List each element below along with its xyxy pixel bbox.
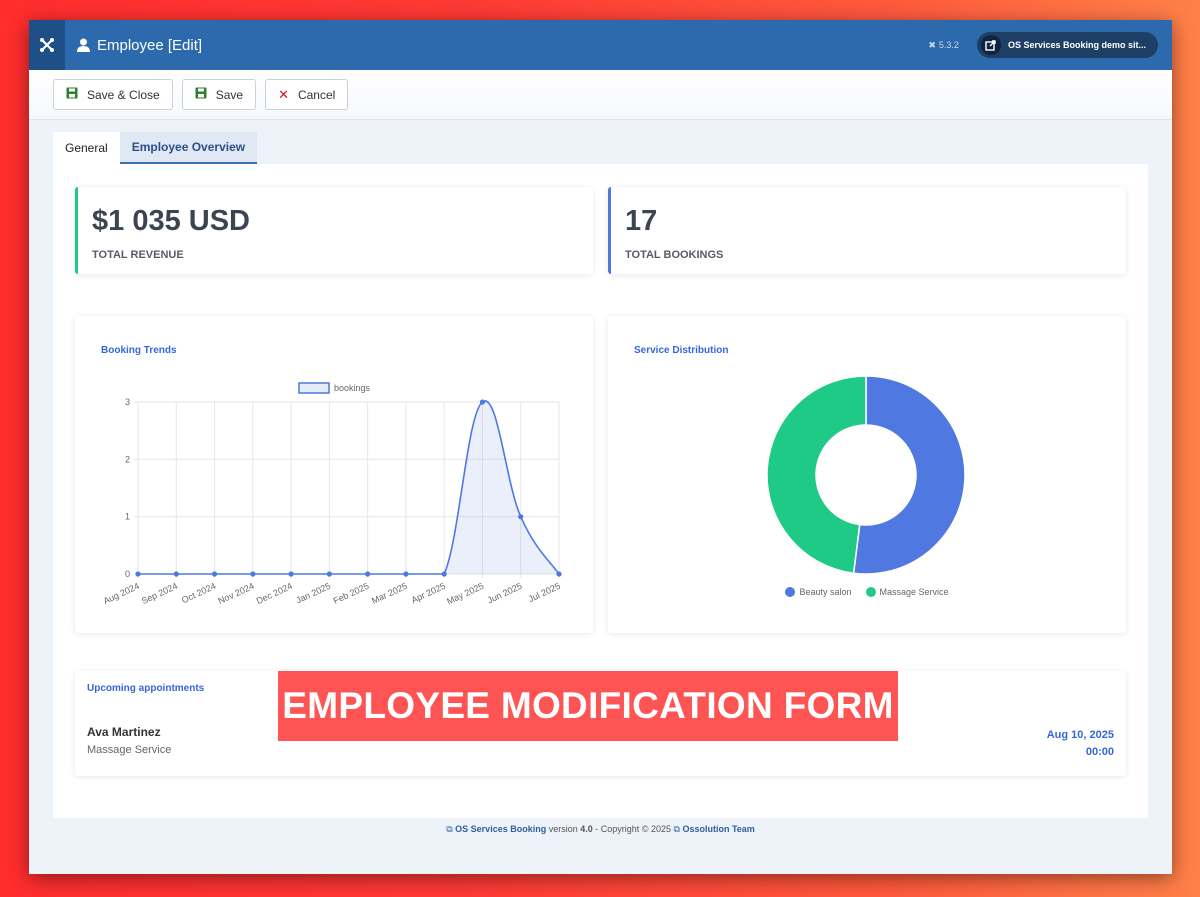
x-tick-label: Aug 2024 <box>102 581 141 606</box>
booking-trends-chart: 0 1 2 3 Aug 2024 Sep 2024 Oct 2024 Nov 2024 Dec … <box>102 382 562 607</box>
save-icon <box>195 87 207 102</box>
external-link-icon: ⧉ <box>673 824 680 834</box>
revenue-card: $1 035 USD TOTAL REVENUE <box>75 187 593 274</box>
bookings-point <box>173 571 179 577</box>
legend-dot <box>785 587 796 597</box>
x-tick-label: May 2025 <box>445 581 485 607</box>
toolbar: Save & Close Save ✕ Cancel <box>29 70 1172 120</box>
legend-swatch <box>298 382 330 394</box>
bookings-point <box>441 571 447 577</box>
save-close-label: Save & Close <box>87 87 160 102</box>
bookings-point <box>288 571 294 577</box>
close-icon: ✕ <box>278 86 289 102</box>
x-tick-label: Mar 2025 <box>370 581 409 606</box>
header-bar: Employee [Edit] ✖ 5.3.2 OS Services Book… <box>29 20 1172 70</box>
x-tick-label: Oct 2024 <box>180 581 217 606</box>
slice-beauty-salon <box>852 375 966 575</box>
x-tick-label: Jun 2025 <box>486 581 524 606</box>
version-label: ✖ 5.3.2 <box>928 40 959 51</box>
legend-item[interactable]: Massage Service <box>865 587 949 597</box>
page-title-text: Employee [Edit] <box>97 36 203 54</box>
appointment-time: 00:00 <box>1085 746 1114 758</box>
save-close-button[interactable]: Save & Close <box>53 79 173 110</box>
team-link[interactable]: Ossolution Team <box>682 824 755 834</box>
revenue-value: $1 035 USD <box>92 205 250 237</box>
x-tick-label: Jan 2025 <box>294 581 332 606</box>
bookings-point <box>556 571 562 577</box>
bookings-point <box>518 514 524 520</box>
version-number: 5.3.2 <box>938 40 959 50</box>
y-tick-label: 2 <box>125 454 130 464</box>
bookings-point <box>211 571 218 577</box>
pie-legend: Beauty salon Massage Service <box>608 587 1126 597</box>
service-distribution-card: Service Distribution Beauty salon Massage… <box>608 316 1126 633</box>
legend-text: Massage Service <box>879 587 949 597</box>
appointment-customer: Ava Martinez <box>87 725 161 739</box>
save-button[interactable]: Save <box>181 79 257 110</box>
bookings-card: 17 TOTAL BOOKINGS <box>608 187 1126 274</box>
user-icon <box>77 38 90 52</box>
service-distribution-chart <box>766 375 966 575</box>
legend-label: bookings <box>334 383 371 393</box>
x-tick-label: Sep 2024 <box>140 581 179 606</box>
save-label: Save <box>215 87 244 102</box>
service-distribution-title: Service Distribution <box>634 345 729 356</box>
appointments-title: Upcoming appointments <box>87 683 205 694</box>
bookings-area <box>138 401 559 574</box>
external-link-icon: ⧉ <box>446 824 453 834</box>
x-tick-label: Nov 2024 <box>217 581 256 606</box>
bookings-point <box>250 571 256 577</box>
copyright-text: - Copyright © 2025 <box>595 824 671 834</box>
site-link-button[interactable]: OS Services Booking demo sit... <box>976 32 1158 58</box>
y-tick-label: 3 <box>125 397 130 407</box>
tab-general[interactable]: General <box>53 132 120 164</box>
product-version: 4.0 <box>580 824 593 834</box>
footer: ⧉ OS Services Booking version 4.0 - Copy… <box>29 824 1172 835</box>
bookings-value: 17 <box>625 205 658 237</box>
page-title: Employee [Edit] <box>77 37 202 54</box>
bookings-point <box>403 571 409 577</box>
x-tick-label: Jul 2025 <box>527 581 562 604</box>
x-tick-label: Feb 2025 <box>332 581 371 606</box>
cancel-label: Cancel <box>297 87 336 102</box>
bookings-label: TOTAL BOOKINGS <box>625 249 724 261</box>
x-tick-label: Dec 2024 <box>255 581 294 606</box>
bookings-point <box>326 571 332 577</box>
app-window: Employee [Edit] ✖ 5.3.2 OS Services Book… <box>29 20 1172 874</box>
slice-massage-service <box>766 375 867 575</box>
legend-item[interactable]: Beauty salon <box>785 587 852 597</box>
overlay-banner: EMPLOYEE MODIFICATION FORM <box>278 671 898 741</box>
appointment-service: Massage Service <box>87 744 172 756</box>
bookings-point <box>365 571 371 577</box>
tab-bar: General Employee Overview <box>53 132 258 164</box>
external-link-icon <box>980 35 1001 55</box>
appointment-date: Aug 10, 2025 <box>1046 729 1114 741</box>
bookings-point <box>479 399 486 405</box>
revenue-label: TOTAL REVENUE <box>92 249 184 261</box>
legend-dot <box>865 587 876 597</box>
legend-text: Beauty salon <box>799 587 852 597</box>
y-tick-label: 1 <box>125 512 130 522</box>
site-link-label: OS Services Booking demo sit... <box>1007 40 1146 50</box>
version-text: version <box>548 824 578 834</box>
product-link[interactable]: OS Services Booking <box>455 824 547 834</box>
y-tick-label: 0 <box>125 569 130 579</box>
save-icon <box>66 87 78 102</box>
booking-trends-card: Booking Trends 0 1 2 3 Aug 2024 Sep 2024 Oct 2… <box>75 316 593 633</box>
appointment-datetime: Aug 10, 2025 00:00 <box>1047 727 1114 761</box>
bookings-point <box>135 571 141 577</box>
joomla-small-icon: ✖ <box>928 39 936 50</box>
joomla-logo-icon[interactable] <box>29 20 65 70</box>
tab-employee-overview[interactable]: Employee Overview <box>119 132 258 164</box>
cancel-button[interactable]: ✕ Cancel <box>265 79 349 110</box>
booking-trends-title: Booking Trends <box>101 345 177 356</box>
x-tick-label: Apr 2025 <box>410 581 447 606</box>
